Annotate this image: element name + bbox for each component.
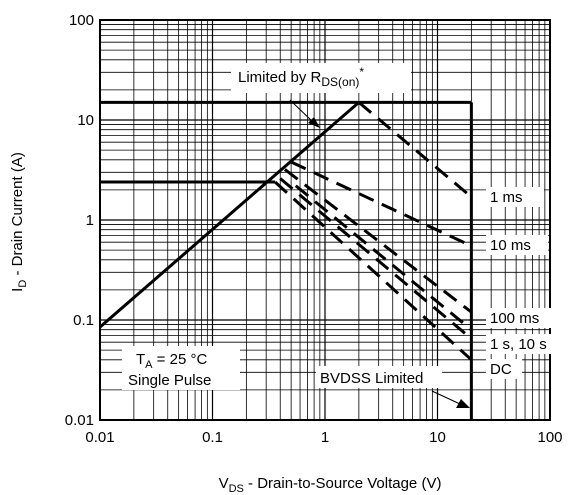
bvdss-arrow-line [431,390,461,405]
rds-label-sup: * [359,65,364,79]
conditions-line2: Single Pulse [128,372,211,389]
rds-arrow-line [289,99,314,123]
series-line-4 [274,180,473,361]
series-label-bg [486,359,522,379]
rds-limit-line [99,101,360,329]
y-tick-label: 0.01 [65,412,94,429]
series-line-3 [279,177,473,340]
x-tick-label: 100 [537,429,562,446]
x-title-sub: DS [229,483,244,495]
x-title-main: V [219,475,229,492]
series-label-1s-10s: 1 s, 10 s [490,336,547,353]
series-line-0 [357,101,473,199]
series-label-10ms: 10 ms [490,237,531,254]
x-tick-label: 0.01 [85,429,114,446]
plot-frame [99,19,551,421]
x-tick-label: 0.1 [202,429,223,446]
series-label-dc: DC [490,361,512,378]
series-line-5 [294,184,473,331]
tick-labels: 0.01 0.1 1 10 100 0.01 0.1 1 10 100 [65,12,563,446]
y-tick-label: 0.1 [73,312,94,329]
y-title-main: I [9,288,26,292]
rds-limit-label: Limited by RDS(on)* [238,65,364,89]
series-label-bg [486,334,554,354]
rds-label-pre: Limited by R [238,69,322,86]
series-label-bg [486,308,552,328]
x-title-rest: - Drain-to-Source Voltage (V) [244,475,442,492]
series-labels: 1 ms 10 ms 100 ms 1 s, 10 s DC [486,187,554,379]
series-label-1ms: 1 ms [490,189,523,206]
y-axis-title: ID - Drain Current (A) [9,152,29,292]
y-tick-label: 10 [77,112,94,129]
series-line-2 [283,168,473,314]
conditions-sub: A [145,359,153,371]
conditions-bg [122,346,240,390]
series-line-1 [290,160,472,248]
y-title-sub: D [17,280,29,288]
rds-label-bg [231,63,411,93]
series-label-100ms: 100 ms [490,310,539,327]
soa-boundaries [99,100,473,420]
y-title-rest: - Drain Current (A) [9,152,26,280]
x-tick-label: 1 [321,429,329,446]
bvdss-label: BVDSS Limited [320,370,423,387]
x-tick-label: 10 [429,429,446,446]
rds-arrow-head [308,117,320,128]
conditions-rest: = 25 °C [153,351,208,368]
bvdss-label-bg [316,366,442,388]
series-label-bg [486,187,544,207]
y-tick-label: 1 [86,212,94,229]
conditions-t: T [136,351,145,368]
conditions-line1: TA = 25 °C [136,351,207,371]
series-label-bg [486,235,548,255]
soa-series [274,101,473,361]
bvdss-arrow-head [456,399,470,408]
x-axis-title: VDS - Drain-to-Source Voltage (V) [219,475,442,495]
y-tick-label: 100 [69,12,94,29]
rds-label-sub: DS(on) [321,75,359,89]
